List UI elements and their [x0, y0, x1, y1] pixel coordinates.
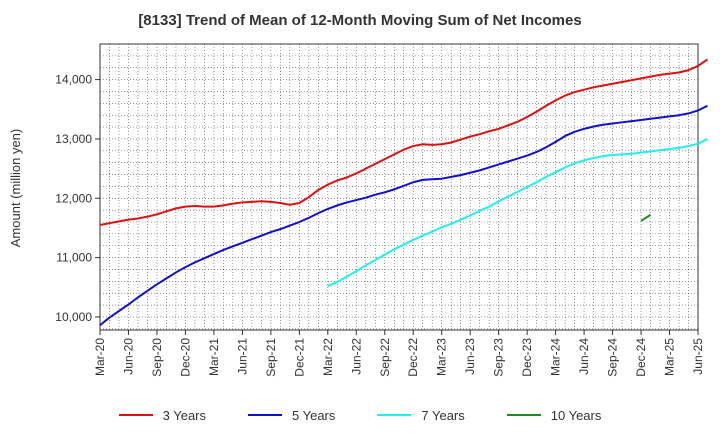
x-tick-label: Mar-21 — [207, 338, 221, 376]
y-axis-label: Amount (million yen) — [8, 129, 23, 248]
legend-swatch — [377, 414, 412, 416]
y-tick-label: 13,000 — [55, 132, 92, 146]
x-tick-label: Dec-22 — [406, 338, 420, 377]
legend-swatch — [248, 414, 282, 416]
x-tick-label: Jun-23 — [463, 338, 477, 375]
x-tick-label: Jun-24 — [577, 338, 591, 375]
x-tick-label: Dec-20 — [178, 338, 192, 377]
y-tick-label: 14,000 — [55, 73, 92, 87]
legend-swatch — [506, 414, 541, 416]
series-line-5-years — [99, 104, 708, 327]
y-axis-ticks: 10,000 11,000 12,000 13,000 14,000 — [55, 73, 100, 324]
legend-item: 3 Years — [118, 407, 206, 423]
x-tick-label: Sep-22 — [378, 338, 392, 377]
series-lines — [99, 58, 709, 327]
legend: 3 Years 5 Years 7 Years 10 Years — [0, 404, 720, 426]
x-tick-label: Sep-20 — [150, 338, 164, 377]
x-tick-label: Jun-21 — [235, 338, 249, 375]
series-line-10-years — [640, 214, 652, 222]
legend-label: 7 Years — [421, 407, 465, 423]
chart-title: [8133] Trend of Mean of 12-Month Moving … — [138, 12, 582, 29]
x-tick-label: Mar-22 — [321, 338, 335, 376]
x-tick-label: Sep-21 — [264, 338, 278, 377]
x-tick-label: Dec-24 — [634, 338, 648, 377]
series-line-3-years — [99, 58, 709, 226]
x-tick-label: Dec-21 — [292, 338, 306, 377]
x-axis-ticks: Mar-20 Jun-20 Sep-20 Dec-20 Mar-21 Jun-21 Sep-… — [93, 330, 705, 377]
x-tick-label: Mar-20 — [93, 338, 107, 376]
x-tick-label: Sep-24 — [606, 338, 620, 377]
x-tick-label: Mar-24 — [549, 338, 563, 376]
gridlines — [100, 43, 698, 330]
y-tick-label: 11,000 — [56, 251, 92, 265]
y-tick-label: 12,000 — [55, 191, 92, 205]
legend-item: 10 Years — [506, 407, 602, 423]
x-tick-label: Dec-23 — [520, 338, 534, 377]
x-tick-label: Jun-25 — [691, 338, 705, 375]
x-tick-label: Sep-23 — [492, 338, 506, 377]
x-tick-label: Jun-22 — [349, 338, 363, 375]
legend-label: 5 Years — [292, 407, 336, 423]
x-tick-label: Jun-20 — [121, 338, 135, 375]
series-line-7-years — [327, 138, 708, 288]
line-chart: 10,000 11,000 12,000 13,000 14,000 Mar-20 Jun… — [8, 43, 709, 377]
legend-item: 5 Years — [248, 408, 335, 423]
legend-label: 10 Years — [550, 407, 602, 423]
x-tick-label: Mar-25 — [663, 338, 677, 376]
x-tick-label: Mar-23 — [435, 338, 449, 376]
legend-item: 7 Years — [377, 407, 465, 423]
y-tick-label: 10,000 — [55, 310, 92, 324]
legend-label: 3 Years — [162, 407, 206, 423]
legend-swatch — [118, 414, 153, 416]
